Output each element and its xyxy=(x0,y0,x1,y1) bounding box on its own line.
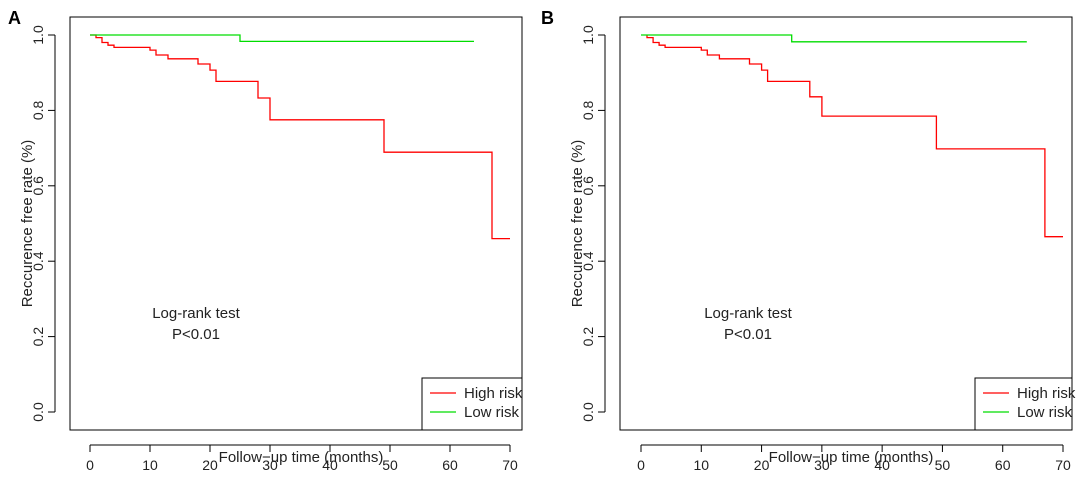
y-axis-title: Reccurence free rate (%) xyxy=(19,140,36,308)
y-tick-label: 0.4 xyxy=(30,251,46,271)
plot-frame xyxy=(619,16,1073,431)
annotation-p-value: P<0.01 xyxy=(172,326,220,343)
y-tick-label: 0.6 xyxy=(580,176,596,196)
x-tick-label: 40 xyxy=(874,457,890,473)
x-tick-label: 40 xyxy=(322,457,338,473)
legend-label: High risk xyxy=(464,385,523,402)
series-line-low-risk xyxy=(90,34,474,43)
chart-panel-b: B 0 10 20 30 40 50 60 70 Follow−up time (months) 0… xyxy=(541,8,1076,473)
y-tick-label: 0.8 xyxy=(580,100,596,120)
y-axis-title: Reccurence free rate (%) xyxy=(569,140,586,308)
x-tick-label: 50 xyxy=(382,457,398,473)
legend-box xyxy=(974,377,1073,431)
x-tick-label: 20 xyxy=(754,457,770,473)
y-tick-label: 0.4 xyxy=(580,251,596,271)
y-tick-label: 0.8 xyxy=(30,100,46,120)
x-tick-label: 60 xyxy=(442,457,458,473)
y-tick-label: 1.0 xyxy=(580,25,596,45)
panel-letter: B xyxy=(541,8,554,28)
x-axis-title: Follow−up time (months) xyxy=(219,449,384,466)
x-tick-label: 10 xyxy=(693,457,709,473)
x-tick-label: 30 xyxy=(814,457,830,473)
x-tick-label: 30 xyxy=(262,457,278,473)
panel-letter: A xyxy=(8,8,21,28)
series-line-high-risk xyxy=(646,35,1063,238)
y-tick-label: 0.2 xyxy=(30,327,46,347)
annotation-test-name: Log-rank test xyxy=(704,305,792,322)
y-tick-label: 0.6 xyxy=(30,176,46,196)
plot-frame xyxy=(69,16,523,431)
legend-box xyxy=(421,377,523,431)
annotation-p-value: P<0.01 xyxy=(724,326,772,343)
legend-label: Low risk xyxy=(464,404,520,421)
y-tick-label: 0.0 xyxy=(30,402,46,422)
chart-panel-a: A 0 10 20 30 40 50 60 70 Follow−up time (months) 0… xyxy=(8,8,523,473)
annotation-test-name: Log-rank test xyxy=(152,305,240,322)
series-line-high-risk xyxy=(90,34,510,240)
legend-label: High risk xyxy=(1017,385,1076,402)
y-tick-label: 0.2 xyxy=(580,327,596,347)
x-tick-label: 20 xyxy=(202,457,218,473)
series-line-low-risk xyxy=(641,34,1027,43)
x-tick-label: 50 xyxy=(935,457,951,473)
x-tick-label: 0 xyxy=(637,457,645,473)
x-axis-title: Follow−up time (months) xyxy=(769,449,934,466)
y-tick-label: 1.0 xyxy=(30,25,46,45)
x-tick-label: 10 xyxy=(142,457,158,473)
x-tick-label: 0 xyxy=(86,457,94,473)
y-tick-label: 0.0 xyxy=(580,402,596,422)
x-tick-label: 60 xyxy=(995,457,1011,473)
x-tick-label: 70 xyxy=(1055,457,1071,473)
x-tick-label: 70 xyxy=(502,457,518,473)
legend-label: Low risk xyxy=(1017,404,1073,421)
